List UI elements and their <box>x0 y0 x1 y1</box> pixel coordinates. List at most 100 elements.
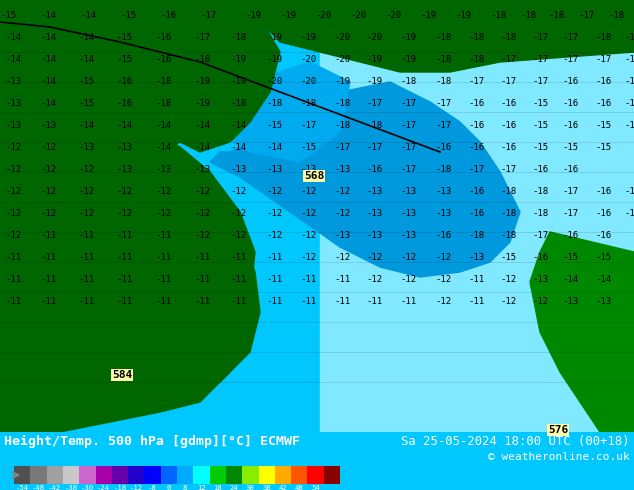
Text: -11: -11 <box>155 252 171 262</box>
Text: -11: -11 <box>300 296 316 305</box>
Text: -30: -30 <box>81 485 94 490</box>
Text: -12: -12 <box>334 209 350 218</box>
Text: -19: -19 <box>366 76 382 85</box>
Bar <box>210 466 226 484</box>
Text: -18: -18 <box>624 54 634 64</box>
Text: -42: -42 <box>48 485 61 490</box>
Text: -17: -17 <box>562 187 578 196</box>
Text: -11: -11 <box>468 274 484 284</box>
Text: -16: -16 <box>624 187 634 196</box>
Text: -15: -15 <box>78 98 94 107</box>
Text: -11: -11 <box>5 274 21 284</box>
Bar <box>307 466 324 484</box>
Text: -19: -19 <box>366 54 382 64</box>
Text: -16: -16 <box>595 230 611 240</box>
Text: 584: 584 <box>112 370 132 380</box>
Text: -13: -13 <box>366 230 382 240</box>
Text: Height/Temp. 500 hPa [gdmp][°C] ECMWF: Height/Temp. 500 hPa [gdmp][°C] ECMWF <box>4 435 300 448</box>
Text: -13: -13 <box>366 187 382 196</box>
Text: -18: -18 <box>334 121 350 129</box>
Text: -17: -17 <box>500 54 516 64</box>
Polygon shape <box>0 0 255 432</box>
Text: -14: -14 <box>155 143 171 151</box>
Text: 42: 42 <box>278 485 287 490</box>
Text: -20: -20 <box>385 10 401 20</box>
Text: -14: -14 <box>78 32 94 42</box>
Text: -11: -11 <box>78 274 94 284</box>
Text: -11: -11 <box>78 252 94 262</box>
Text: -11: -11 <box>194 252 210 262</box>
Text: -17: -17 <box>500 76 516 85</box>
Text: -16: -16 <box>468 187 484 196</box>
Text: -11: -11 <box>230 296 246 305</box>
Text: -11: -11 <box>116 296 132 305</box>
Text: -11: -11 <box>334 296 350 305</box>
Text: -14: -14 <box>194 121 210 129</box>
Text: -16: -16 <box>435 230 451 240</box>
Text: -12: -12 <box>116 187 132 196</box>
Text: -13: -13 <box>5 98 21 107</box>
Text: -15: -15 <box>562 252 578 262</box>
Text: -16: -16 <box>532 252 548 262</box>
Text: -17: -17 <box>400 165 416 173</box>
Text: -18: -18 <box>532 209 548 218</box>
Text: -14: -14 <box>40 98 56 107</box>
Text: -17: -17 <box>578 10 594 20</box>
Text: -18: -18 <box>595 32 611 42</box>
Text: -14: -14 <box>266 143 282 151</box>
Text: -18: -18 <box>500 209 516 218</box>
Text: -13: -13 <box>266 165 282 173</box>
Text: -20: -20 <box>300 54 316 64</box>
Text: -16: -16 <box>468 121 484 129</box>
Text: -18: -18 <box>624 32 634 42</box>
Text: -16: -16 <box>116 76 132 85</box>
Text: -18: -18 <box>468 230 484 240</box>
Text: -12: -12 <box>300 187 316 196</box>
Text: -18: -18 <box>400 76 416 85</box>
Text: -12: -12 <box>435 252 451 262</box>
Text: -15: -15 <box>624 121 634 129</box>
Text: -19: -19 <box>230 54 246 64</box>
Text: -14: -14 <box>116 121 132 129</box>
Text: -12: -12 <box>266 187 282 196</box>
Text: -15: -15 <box>562 143 578 151</box>
Text: 24: 24 <box>230 485 238 490</box>
Polygon shape <box>0 92 80 192</box>
Polygon shape <box>530 232 634 432</box>
Text: -18: -18 <box>500 187 516 196</box>
Text: -12: -12 <box>300 209 316 218</box>
Text: -17: -17 <box>200 10 216 20</box>
Text: -17: -17 <box>468 76 484 85</box>
Text: -11: -11 <box>155 230 171 240</box>
Text: -19: -19 <box>400 32 416 42</box>
Text: -12: -12 <box>5 230 21 240</box>
Text: -16: -16 <box>500 143 516 151</box>
Text: -18: -18 <box>266 98 282 107</box>
Text: -11: -11 <box>40 296 56 305</box>
Bar <box>275 466 291 484</box>
Text: -12: -12 <box>334 187 350 196</box>
Text: -16: -16 <box>595 187 611 196</box>
Text: -16: -16 <box>116 98 132 107</box>
Text: -17: -17 <box>532 54 548 64</box>
Text: -15: -15 <box>116 54 132 64</box>
Text: -12: -12 <box>300 252 316 262</box>
Text: -12: -12 <box>266 209 282 218</box>
Bar <box>259 466 275 484</box>
Text: -12: -12 <box>230 230 246 240</box>
Text: 30: 30 <box>246 485 255 490</box>
Text: -17: -17 <box>532 76 548 85</box>
Text: -12: -12 <box>500 274 516 284</box>
Text: -13: -13 <box>366 209 382 218</box>
Text: -12: -12 <box>194 230 210 240</box>
Text: -15: -15 <box>78 76 94 85</box>
Text: -11: -11 <box>300 274 316 284</box>
Text: -16: -16 <box>562 76 578 85</box>
Bar <box>291 466 307 484</box>
Text: -12: -12 <box>155 209 171 218</box>
Text: -16: -16 <box>500 98 516 107</box>
Text: -16: -16 <box>435 143 451 151</box>
Text: -11: -11 <box>116 230 132 240</box>
Text: -12: -12 <box>40 165 56 173</box>
Text: -14: -14 <box>40 54 56 64</box>
